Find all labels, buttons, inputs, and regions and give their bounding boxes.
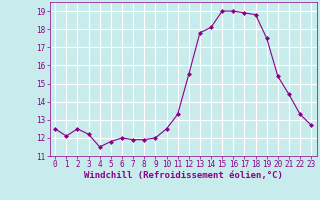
X-axis label: Windchill (Refroidissement éolien,°C): Windchill (Refroidissement éolien,°C) [84, 171, 283, 180]
